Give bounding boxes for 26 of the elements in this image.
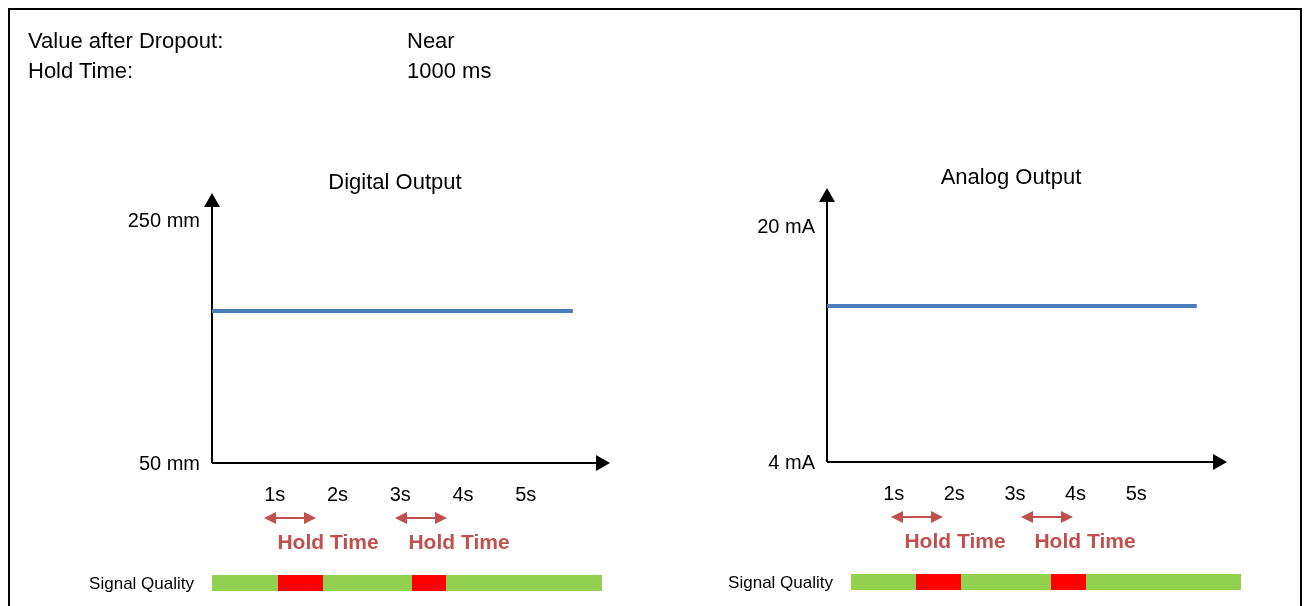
x-tick-label: 4s — [452, 483, 474, 505]
y-tick-label: 20 mA — [757, 215, 816, 238]
text: Hold Time — [904, 529, 1006, 552]
x-tick-label: 2s — [326, 483, 349, 505]
chart-title: Analog Output — [940, 164, 1082, 189]
y-tick-label: 50 mm — [138, 452, 200, 474]
y-tick-label: 250 mm — [127, 208, 200, 231]
text: Near — [407, 28, 455, 53]
y-tick-label: 4 mA — [768, 451, 816, 473]
text: Value after Dropout: — [28, 28, 224, 53]
x-tick-label: 4s — [1065, 482, 1087, 504]
x-tick-label: 5s — [1125, 482, 1147, 504]
x-tick-label: 3s — [1004, 482, 1026, 504]
chart-title: Digital Output — [328, 169, 462, 194]
x-tick-label: 1s — [883, 482, 905, 504]
text: Signal Quality — [89, 573, 195, 593]
text: Signal Quality — [728, 572, 834, 592]
x-tick-label: 2s — [943, 482, 965, 504]
x-tick-label: 1s — [264, 483, 286, 505]
text: Hold Time — [277, 530, 379, 553]
text: 1000 ms — [407, 58, 492, 83]
text: Hold Time — [1034, 529, 1136, 552]
x-tick-label: 5s — [515, 483, 537, 505]
text: Hold Time: — [28, 58, 134, 83]
x-tick-label: 3s — [389, 483, 411, 505]
text: Hold Time — [408, 530, 510, 553]
